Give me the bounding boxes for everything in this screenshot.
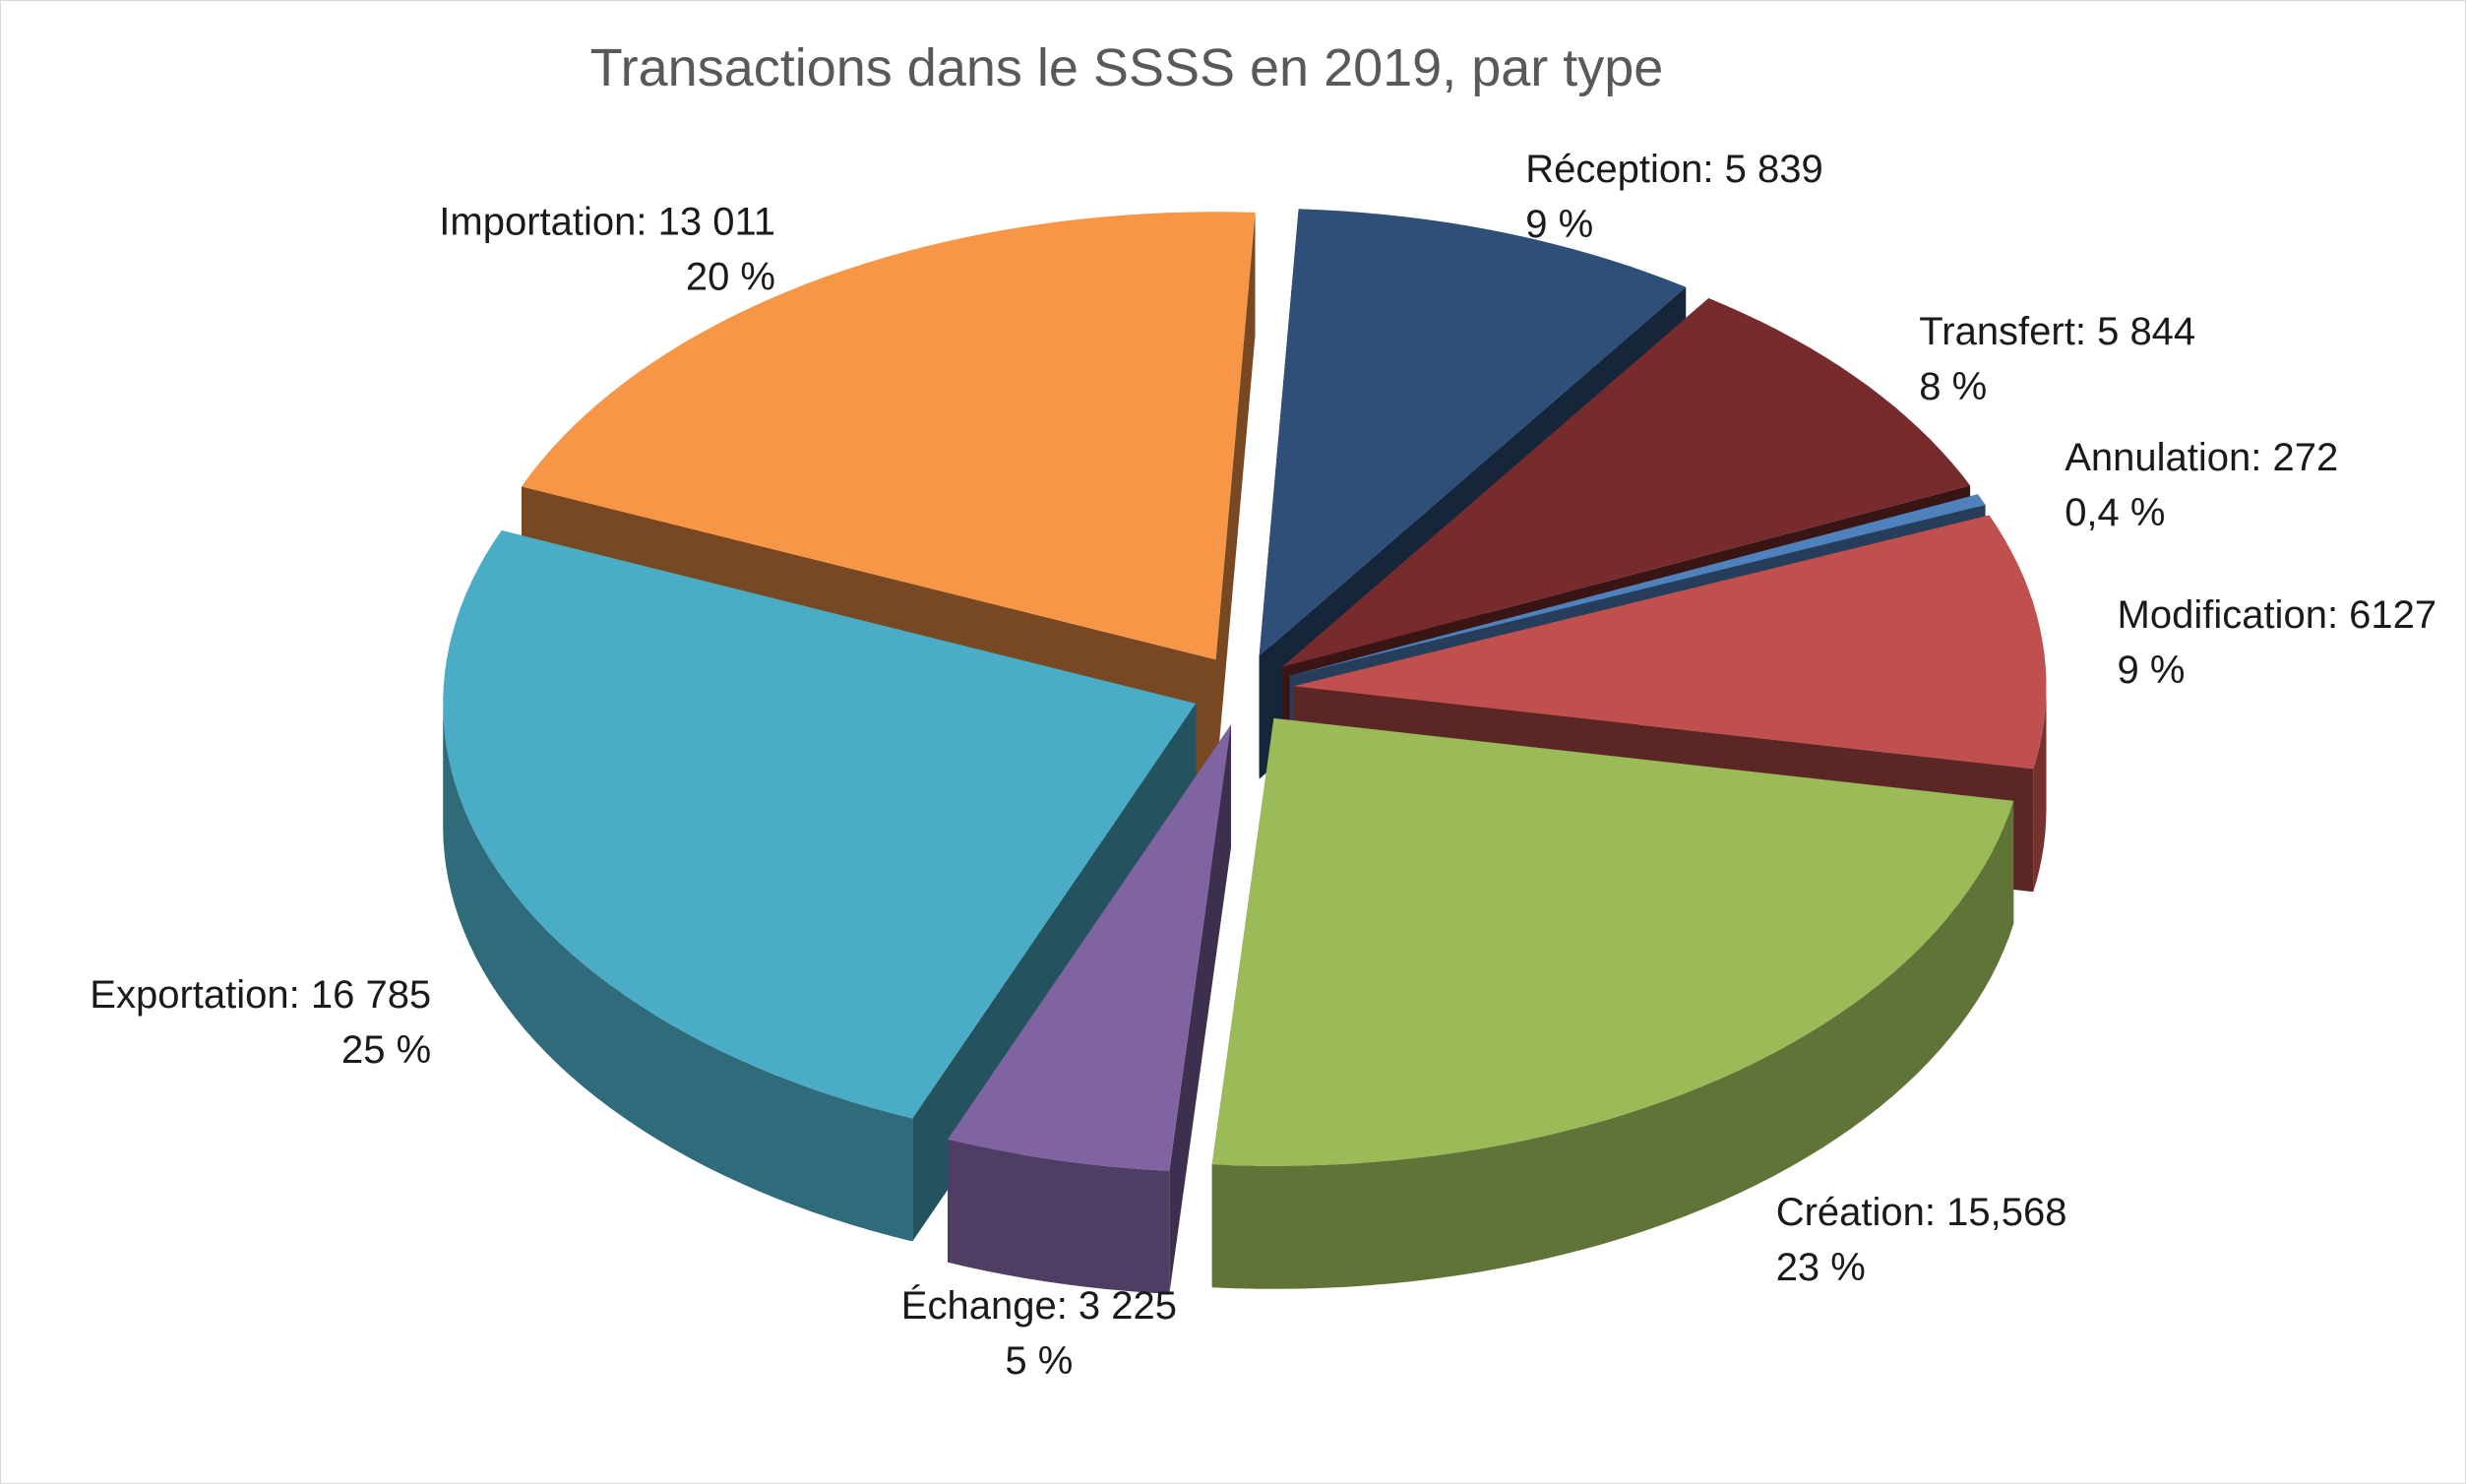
pie-slice-side-echange [948,1139,1170,1294]
pie-slice-top-annulation [1289,494,1986,676]
pie-slices [443,209,2047,1294]
pie-slice-side-exportation [443,703,913,1242]
pie-slice-top-importation [522,212,1256,660]
pie-slice-top-reception [1259,209,1687,656]
data-label-modification: Modification: 6127 9 % [2118,593,2437,692]
data-label-reception: Réception: 5 839 9 % [1525,148,1822,246]
pie-slice-top-echange [948,724,1232,1171]
pie-slice-side-creation [1211,800,2014,1289]
data-label-exportation: Exportation: 16 785 25 % [90,973,431,1072]
pie-slice-creation [1211,717,2014,1289]
pie-slice-echange [948,724,1232,1294]
data-label-echange: Échange: 3 225 5 % [901,1283,1177,1383]
data-label-importation: Importation: 13 011 20 % [439,200,775,298]
data-label-transfert: Transfert: 5 844 8 % [1919,310,2195,408]
pie-slice-side-modification [2033,686,2047,893]
chart-title: Transactions dans le SSSS en 2019, par t… [590,38,1664,97]
data-label-annulation: Annulation: 272 0,4 % [2065,436,2338,534]
pie-slice-top-modification [1293,515,2047,770]
pie-slice-top-exportation [443,530,1197,1119]
data-labels: Réception: 5 839 9 % Transfert: 5 844 8 % An… [90,148,2436,1383]
pie-slice-top-transfert [1281,298,1971,667]
pie-slice-top-creation [1211,717,2014,1166]
data-label-creation: Création: 15,568 23 % [1776,1191,2067,1289]
pie-slice-wall-importation [1215,212,1256,783]
